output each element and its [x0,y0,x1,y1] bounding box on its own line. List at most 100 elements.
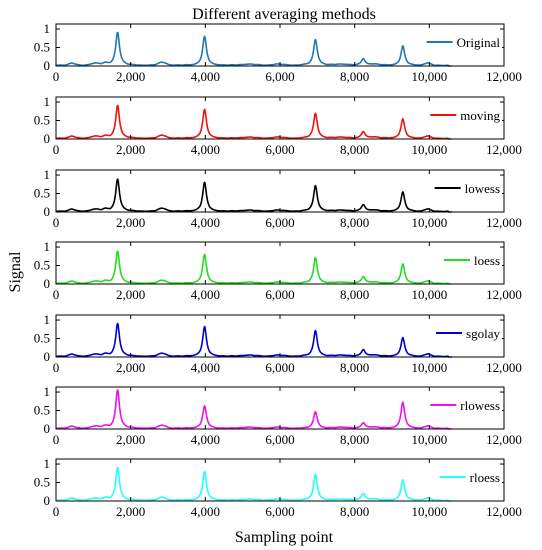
y-tick-label: 0 [44,349,51,364]
x-tick-label: 12,000 [486,287,522,302]
panel-sgolay: 0 2,000 4,000 6,000 8,000 10,000 12,00000.51sg… [34,312,522,375]
panel-lowess: 0 2,000 4,000 6,000 8,000 10,000 12,00000.51lo… [34,167,522,230]
panel-rloess: 0 2,000 4,000 6,000 8,000 10,000 12,00000.51rl… [34,456,522,519]
x-tick-label: 10,000 [411,69,447,84]
x-tick-label: 10,000 [411,142,447,157]
legend-lowess: lowess [430,180,502,197]
y-tick-label: 1 [44,167,51,182]
x-tick-label: 4,000 [191,360,220,375]
y-tick-label: 0 [44,58,51,73]
x-tick-label: 8,000 [340,142,369,157]
y-tick-label: 1 [44,456,51,471]
y-tick-label: 0 [44,421,51,436]
legend-label: moving [460,108,500,123]
legend-moving: moving [426,107,502,124]
x-tick-label: 0 [53,360,60,375]
x-tick-label: 12,000 [486,432,522,447]
x-axis-label: Sampling point [235,529,334,546]
legend-background [440,252,502,269]
x-tick-label: 6,000 [265,215,294,230]
legend-background [422,34,502,51]
series-line-moving [55,104,452,140]
series-line-loess [55,250,452,285]
x-tick-label: 10,000 [411,504,447,519]
y-tick-label: 0.5 [34,258,50,273]
x-tick-label: 0 [53,504,60,519]
series-line-rloess [55,466,452,502]
y-tick-label: 0.5 [34,331,50,346]
x-tick-label: 12,000 [486,69,522,84]
panels: 0 2,000 4,000 6,000 8,000 10,000 12,00000.51Or… [34,21,522,519]
legend-background [432,325,502,342]
legend-background [426,107,502,124]
y-tick-label: 1 [44,384,51,399]
x-tick-label: 6,000 [265,69,294,84]
legend-background [426,397,502,414]
x-tick-label: 4,000 [191,69,220,84]
y-tick-label: 0.5 [34,186,50,201]
series-line-rlowess [55,389,452,430]
x-tick-label: 0 [53,287,60,302]
x-tick-label: 4,000 [191,432,220,447]
y-tick-label: 0.5 [34,475,50,490]
x-tick-label: 0 [53,142,60,157]
x-tick-label: 6,000 [265,432,294,447]
x-tick-label: 0 [53,215,60,230]
x-tick-label: 8,000 [340,215,369,230]
series-line-Original [55,31,452,67]
legend-label: rlowess [460,398,500,413]
x-tick-label: 0 [53,69,60,84]
x-tick-label: 8,000 [340,432,369,447]
x-tick-label: 4,000 [191,215,220,230]
panel-moving: 0 2,000 4,000 6,000 8,000 10,000 12,00000.51mo… [34,94,522,157]
x-tick-label: 0 [53,432,60,447]
x-tick-label: 10,000 [411,360,447,375]
x-tick-label: 2,000 [116,215,145,230]
panel-rlowess: 0 2,000 4,000 6,000 8,000 10,000 12,00000.51rl… [34,384,522,447]
x-tick-label: 10,000 [411,432,447,447]
y-tick-label: 1 [44,94,51,109]
x-tick-label: 6,000 [265,360,294,375]
legend-rloess: rloess [435,469,502,486]
legend-loess: loess [440,252,502,269]
x-tick-label: 12,000 [486,360,522,375]
x-tick-label: 6,000 [265,287,294,302]
series-line-lowess [55,178,452,213]
x-tick-label: 8,000 [340,69,369,84]
y-tick-label: 1 [44,312,51,327]
y-axis-label: Signal [7,251,24,292]
x-tick-label: 12,000 [486,215,522,230]
y-tick-label: 0 [44,131,51,146]
x-tick-label: 8,000 [340,504,369,519]
y-tick-label: 1 [44,239,51,254]
legend-label: rloess [470,470,500,485]
legend-label: loess [474,253,500,268]
x-tick-label: 10,000 [411,215,447,230]
y-tick-label: 0.5 [34,113,50,128]
x-tick-label: 2,000 [116,432,145,447]
y-tick-label: 1 [44,21,51,36]
x-tick-label: 12,000 [486,142,522,157]
y-tick-label: 0.5 [34,403,50,418]
legend-label: sgolay [466,326,500,341]
series-line-sgolay [55,322,452,358]
chart-title: Different averaging methods [192,6,376,23]
y-tick-label: 0.5 [34,40,50,55]
x-tick-label: 6,000 [265,142,294,157]
x-tick-label: 12,000 [486,504,522,519]
legend-sgolay: sgolay [432,325,502,342]
x-tick-label: 4,000 [191,287,220,302]
legend-rlowess: rlowess [426,397,502,414]
panel-loess: 0 2,000 4,000 6,000 8,000 10,000 12,00000.51lo… [34,239,522,302]
y-tick-label: 0 [44,276,51,291]
legend-label: lowess [465,181,500,196]
y-tick-label: 0 [44,493,51,508]
x-tick-label: 4,000 [191,504,220,519]
x-tick-label: 8,000 [340,360,369,375]
x-tick-label: 4,000 [191,142,220,157]
legend-label: Original [457,35,501,50]
x-tick-label: 2,000 [116,287,145,302]
y-tick-label: 0 [44,204,51,219]
x-tick-label: 2,000 [116,360,145,375]
